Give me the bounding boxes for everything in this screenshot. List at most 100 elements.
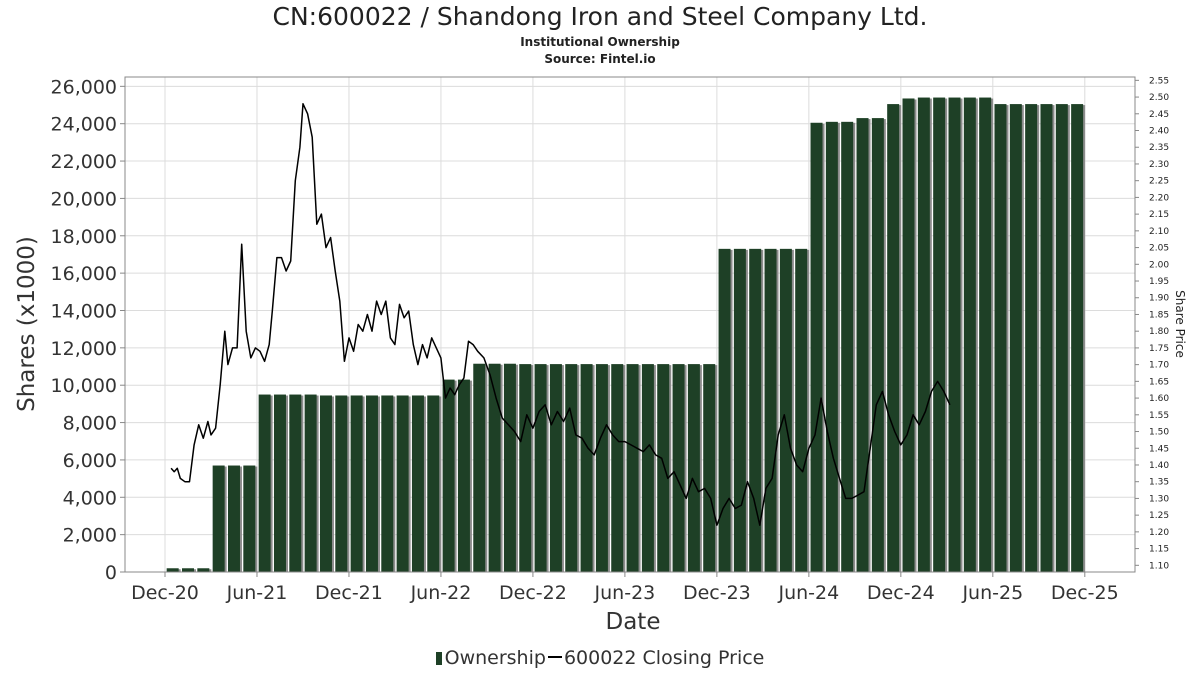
x-axis: Dec-20 Jun-21 Dec-21 Jun-22 Dec-22 Jun-23 Dec-… [131, 572, 1119, 604]
x-tick-label: Jun-23 [594, 582, 656, 604]
y-axis-label: Shares (x1000) [14, 236, 40, 412]
y2-tick-label: 1.70 [1149, 361, 1169, 371]
ownership-bar [289, 394, 302, 572]
ownership-bar [657, 364, 670, 572]
ownership-bar [933, 97, 946, 572]
ownership-bar [994, 104, 1007, 573]
ownership-bar [1040, 104, 1053, 573]
chart-legend: Ownership 600022 Closing Price [0, 647, 1200, 669]
ownership-bar [672, 364, 685, 572]
ownership-bar [580, 364, 593, 572]
y2-tick-label: 1.25 [1149, 511, 1169, 521]
ownership-bar [503, 363, 516, 572]
x-tick-label: Jun-25 [961, 582, 1023, 604]
ownership-bar [779, 248, 792, 572]
ownership-bar [534, 364, 547, 572]
y2-tick-label: 2.35 [1149, 143, 1169, 153]
ownership-bar [442, 379, 455, 572]
y-tick-label: 16,000 [51, 263, 117, 285]
ownership-bar [810, 122, 823, 572]
ownership-bar [795, 248, 808, 572]
ownership-bar [963, 97, 976, 572]
x-tick-label: Dec-22 [499, 582, 567, 604]
x-tick-label: Dec-21 [315, 582, 383, 604]
ownership-bar [350, 395, 363, 572]
y2-tick-label: 2.15 [1149, 210, 1169, 220]
y2-tick-label: 1.50 [1149, 428, 1169, 438]
ownership-bar [718, 248, 731, 572]
left-y-axis: 0 2,000 4,000 6,000 8,000 10,000 12,000 14,000 1… [51, 76, 125, 584]
ownership-bar [488, 363, 501, 572]
y2-tick-label: 1.85 [1149, 310, 1169, 320]
x-tick-label: Jun-22 [410, 582, 472, 604]
y2-tick-label: 1.55 [1149, 411, 1169, 421]
y-tick-label: 0 [105, 562, 117, 584]
ownership-bar [197, 568, 210, 572]
ownership-bar [258, 394, 271, 572]
ownership-bar [1055, 104, 1068, 573]
y-tick-label: 26,000 [51, 76, 117, 98]
y2-tick-label: 1.45 [1149, 444, 1169, 454]
right-y-axis: 1.10 1.15 1.20 1.25 1.30 1.35 1.40 1.45 1.50 1.55… [1135, 76, 1169, 571]
ownership-bar [703, 364, 716, 572]
y2-tick-label: 2.10 [1149, 227, 1169, 237]
ownership-bar [319, 395, 332, 572]
y2-tick-label: 1.20 [1149, 528, 1169, 538]
x-tick-label: Jun-24 [777, 582, 839, 604]
ownership-bar [595, 364, 608, 572]
ownership-bar [411, 395, 424, 572]
y-tick-label: 8,000 [63, 413, 117, 435]
legend-ownership-label: Ownership [444, 647, 546, 669]
y2-tick-label: 1.80 [1149, 327, 1169, 337]
chart-source: Source: Fintel.io [544, 52, 656, 66]
ownership-bar [273, 394, 286, 572]
ownership-bar [887, 104, 900, 573]
ownership-bar [626, 364, 639, 572]
ownership-bar [841, 121, 854, 572]
legend-price-label: 600022 Closing Price [563, 647, 765, 669]
ownership-bar [979, 97, 992, 572]
y2-tick-label: 2.20 [1149, 193, 1169, 203]
ownership-bar [457, 379, 470, 572]
ownership-bar [902, 98, 915, 572]
ownership-bars [166, 97, 1086, 573]
y-tick-label: 12,000 [51, 338, 117, 360]
ownership-bar [733, 248, 746, 572]
y-tick-label: 20,000 [51, 188, 117, 210]
y-tick-label: 4,000 [63, 487, 117, 509]
ownership-chart: 0 2,000 4,000 6,000 8,000 10,000 12,000 14,000 1… [14, 76, 1187, 635]
ownership-bar [764, 248, 777, 572]
ownership-bar [1025, 104, 1038, 573]
x-tick-label: Dec-25 [1051, 582, 1119, 604]
ownership-bar [243, 465, 256, 572]
y2-tick-label: 2.45 [1149, 110, 1169, 120]
y-tick-label: 24,000 [51, 114, 117, 136]
y2-tick-label: 2.25 [1149, 177, 1169, 187]
x-tick-label: Jun-21 [226, 582, 288, 604]
y2-tick-label: 1.30 [1149, 494, 1169, 504]
ownership-bar [212, 465, 225, 572]
y-tick-label: 18,000 [51, 226, 117, 248]
y-tick-label: 10,000 [51, 375, 117, 397]
ownership-bar [365, 395, 378, 572]
x-axis-label: Date [606, 609, 661, 635]
y2-tick-label: 1.65 [1149, 377, 1169, 387]
y2-tick-label: 1.95 [1149, 277, 1169, 287]
y-tick-label: 14,000 [51, 300, 117, 322]
y2-tick-label: 2.00 [1149, 260, 1169, 270]
y2-tick-label: 1.90 [1149, 294, 1169, 304]
y2-axis-label: Share Price [1173, 290, 1187, 358]
ownership-bar [227, 465, 240, 572]
y2-tick-label: 1.60 [1149, 394, 1169, 404]
ownership-bar [825, 121, 838, 572]
y2-tick-label: 2.30 [1149, 160, 1169, 170]
y-tick-label: 22,000 [51, 151, 117, 173]
y2-tick-label: 2.55 [1149, 76, 1169, 86]
ownership-bar [427, 395, 440, 572]
chart-subtitle: Institutional Ownership [520, 35, 680, 49]
legend-ownership-swatch [435, 652, 442, 665]
y2-tick-label: 2.05 [1149, 244, 1169, 254]
y2-tick-label: 1.10 [1149, 561, 1169, 571]
y2-tick-label: 1.35 [1149, 478, 1169, 488]
y2-tick-label: 2.50 [1149, 93, 1169, 103]
